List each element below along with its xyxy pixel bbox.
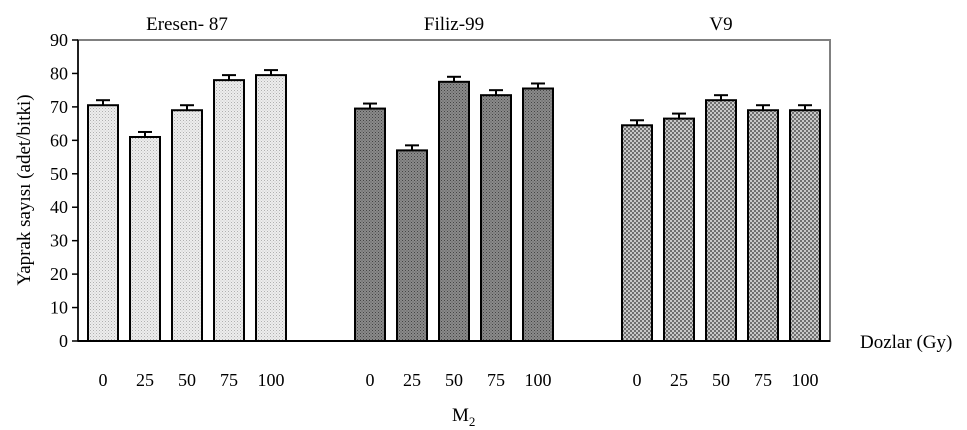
y-axis-ticks: 0 10 20 30 40 50 60 70 80 90 bbox=[50, 30, 78, 351]
bar bbox=[171, 109, 203, 342]
group-labels: Eresen- 87 Filiz-99 V9 bbox=[146, 14, 733, 35]
dose-axis-label: Dozlar (Gy) bbox=[860, 332, 952, 353]
x-tick-label: 50 bbox=[445, 370, 463, 390]
y-tick-label: 0 bbox=[59, 331, 68, 351]
y-tick-label: 70 bbox=[50, 97, 68, 117]
x-tick-label: 0 bbox=[633, 370, 642, 390]
y-tick-label: 50 bbox=[50, 164, 68, 184]
bar bbox=[396, 149, 428, 342]
y-tick-label: 10 bbox=[50, 298, 68, 318]
group-label: Eresen- 87 bbox=[146, 14, 228, 35]
x-tick-label: 75 bbox=[487, 370, 505, 390]
x-tick-label: 100 bbox=[258, 370, 285, 390]
bar bbox=[213, 79, 245, 342]
x-axis-title-subscript: 2 bbox=[469, 414, 476, 429]
bar bbox=[129, 135, 161, 342]
y-tick-label: 40 bbox=[50, 197, 68, 217]
y-tick-label: 60 bbox=[50, 130, 68, 150]
bars bbox=[87, 69, 821, 343]
bar bbox=[255, 74, 287, 342]
x-tick-label: 25 bbox=[670, 370, 688, 390]
y-tick-label: 80 bbox=[50, 63, 68, 83]
x-axis-title-main: M bbox=[452, 405, 469, 426]
x-tick-label: 25 bbox=[136, 370, 154, 390]
bar bbox=[789, 109, 821, 342]
bar bbox=[663, 117, 695, 342]
bar bbox=[87, 104, 119, 343]
group-label: V9 bbox=[709, 14, 732, 35]
bar bbox=[354, 107, 386, 342]
bar bbox=[438, 80, 470, 343]
x-tick-label: 75 bbox=[754, 370, 772, 390]
y-tick-label: 90 bbox=[50, 30, 68, 50]
y-tick-label: 20 bbox=[50, 264, 68, 284]
y-tick-label: 30 bbox=[50, 231, 68, 251]
x-tick-label: 50 bbox=[712, 370, 730, 390]
bar bbox=[705, 99, 737, 342]
x-tick-label: 50 bbox=[178, 370, 196, 390]
y-axis-title: Yaprak sayısı (adet/bitki) bbox=[14, 94, 35, 285]
bar bbox=[522, 87, 554, 342]
bar bbox=[747, 109, 779, 342]
x-tick-label: 100 bbox=[525, 370, 552, 390]
bar bbox=[480, 94, 512, 342]
x-tick-label: 0 bbox=[99, 370, 108, 390]
x-tick-label: 75 bbox=[220, 370, 238, 390]
x-tick-label: 100 bbox=[792, 370, 819, 390]
group-label: Filiz-99 bbox=[424, 14, 484, 35]
x-axis-title: M2 bbox=[452, 405, 475, 429]
x-tick-label: 25 bbox=[403, 370, 421, 390]
x-tick-label: 0 bbox=[366, 370, 375, 390]
bar bbox=[621, 124, 653, 342]
x-axis-ticks: 0 25 50 75 100 0 25 50 75 100 0 25 50 75 100 bbox=[99, 370, 819, 390]
